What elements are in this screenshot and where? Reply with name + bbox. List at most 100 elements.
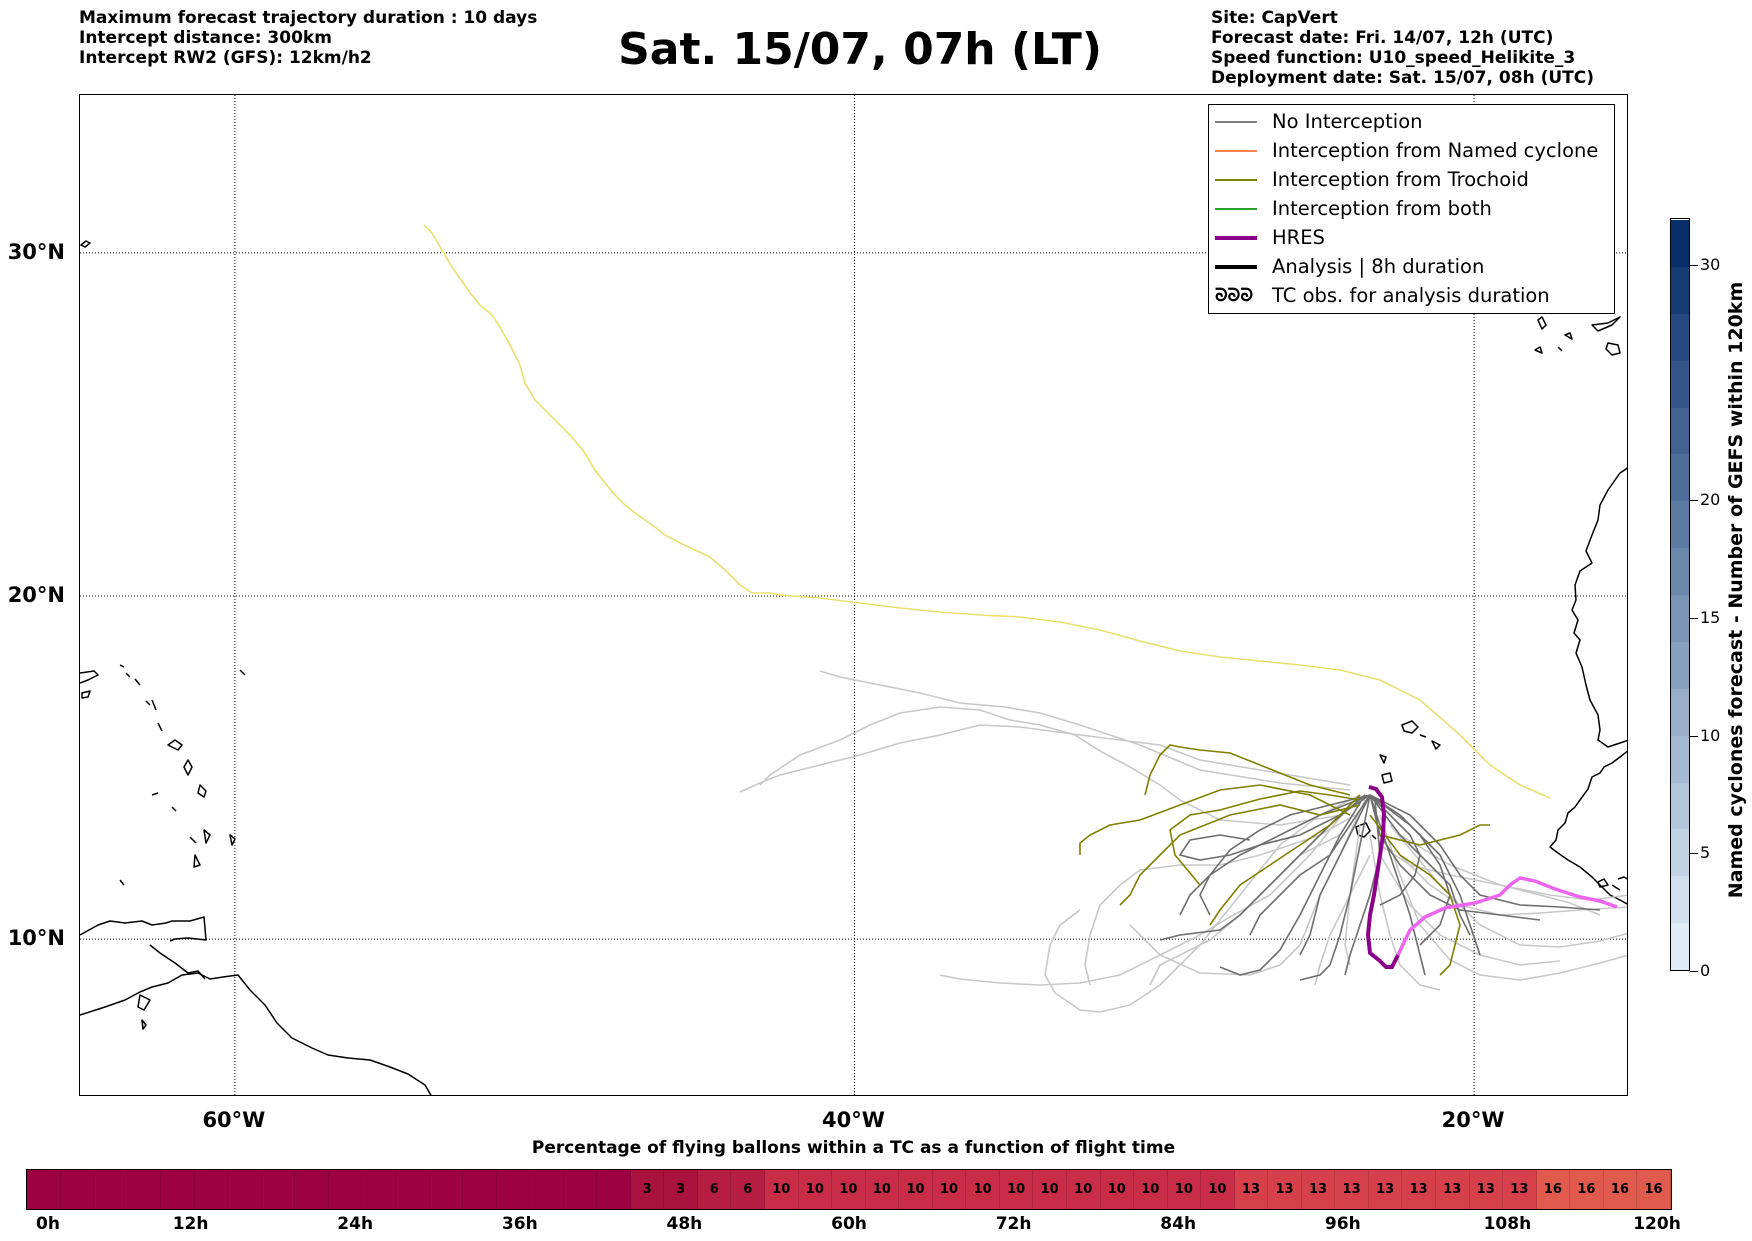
colorbar-tick-1 <box>1690 853 1698 855</box>
legend-swatch-4 <box>1215 236 1257 240</box>
coastline-west-africa <box>1571 467 1627 748</box>
islands-lesser-antilles <box>119 664 236 868</box>
percentage-cell-32: 10 <box>1100 1170 1135 1209</box>
percentage-cell-18: 3 <box>630 1170 665 1209</box>
colorbar-segment-1 <box>1671 875 1689 924</box>
colorbar-tick-label-3: 15 <box>1700 608 1721 628</box>
percentage-tick-label-9: 108h <box>1483 1214 1532 1234</box>
trajectory-yellow-path <box>423 224 1551 799</box>
percentage-cell-39: 13 <box>1335 1170 1369 1209</box>
colorbar-segment-5 <box>1671 688 1689 736</box>
trajectory-dark-12 <box>1249 794 1371 936</box>
percentage-cell-16 <box>563 1170 598 1209</box>
deployment-date-text: Deployment date: Sat. 15/07, 08h (UTC) <box>1211 68 1595 88</box>
legend-swatch-5 <box>1215 265 1257 269</box>
colorbar-segment-9 <box>1671 500 1689 549</box>
trajectory-hres-continuation <box>1396 876 1618 956</box>
colorbar-segment-11 <box>1671 407 1689 455</box>
legend-label-4: HRES <box>1272 226 1325 249</box>
percentage-cell-33: 10 <box>1134 1170 1168 1209</box>
trajectory-yellow <box>423 224 1551 799</box>
island-edge-a <box>81 690 91 699</box>
trajectory-dark-4 <box>1159 794 1366 941</box>
colorbar-tick-label-1: 5 <box>1700 843 1711 863</box>
trajectory-dark-6 <box>1369 794 1601 911</box>
coastline-west-edge <box>80 670 99 684</box>
colorbar-segment-3 <box>1671 782 1689 830</box>
lat-label-0: 30°N <box>7 239 65 264</box>
legend-swatch-0 <box>1215 121 1257 123</box>
colorbar-segment-15 <box>1671 219 1689 267</box>
percentage-cell-0 <box>27 1170 61 1209</box>
legend-swatch-3 <box>1215 208 1257 210</box>
trajectory-olive-2 <box>1209 794 1361 926</box>
percentage-cell-40: 13 <box>1368 1170 1403 1209</box>
percentage-cell-9 <box>328 1170 363 1209</box>
percentage-cell-41: 13 <box>1402 1170 1436 1209</box>
percentage-tick-label-8: 96h <box>1324 1214 1361 1234</box>
trajectory-light-9 <box>1369 834 1441 991</box>
percentage-tick-label-3: 36h <box>501 1214 538 1234</box>
trajectory-dark-0 <box>1178 794 1371 861</box>
forecast-date-text: Forecast date: Fri. 14/07, 12h (UTC) <box>1211 28 1554 48</box>
percentage-cell-24: 10 <box>832 1170 866 1209</box>
legend-label-1: Interception from Named cyclone <box>1272 139 1599 162</box>
trajectory-dark-10 <box>1369 794 1481 956</box>
intercept-rw2-text: Intercept RW2 (GFS): 12km/h2 <box>79 48 372 68</box>
percentage-cell-34: 10 <box>1167 1170 1202 1209</box>
colorbar-segment-12 <box>1671 360 1689 408</box>
trajectory-dark-2 <box>1299 794 1371 981</box>
percentage-cell-15 <box>530 1170 564 1209</box>
trajectory-dark-7 <box>1369 794 1471 936</box>
lon-label-1: 40°W <box>822 1108 885 1132</box>
tc-obs-symbol-icon: ᘐᘐᘐ <box>1215 285 1254 306</box>
map-legend: No Interception Interception from Named c… <box>1208 104 1615 314</box>
percentage-tick-label-0: 0h <box>36 1214 60 1234</box>
island-small-a <box>239 669 246 676</box>
trajectory-hres <box>1365 785 1400 969</box>
trajectory-light-16 <box>1399 854 1627 916</box>
colorbar-tick-0 <box>1690 971 1698 972</box>
colorbar-segment-0 <box>1671 922 1689 970</box>
trajectory-light-10 <box>1344 824 1361 966</box>
percentage-cell-21: 6 <box>731 1170 766 1209</box>
percentage-cell-45: 16 <box>1536 1170 1571 1209</box>
trajectory-light-15 <box>1314 854 1371 986</box>
trajectory-olive-1 <box>1119 804 1361 906</box>
percentage-cell-35: 10 <box>1201 1170 1235 1209</box>
site-text: Site: CapVert <box>1211 8 1338 28</box>
percentage-cell-29: 10 <box>999 1170 1034 1209</box>
colorbar-tick-label-0: 0 <box>1700 961 1711 980</box>
legend-item-4: HRES <box>1209 224 1614 253</box>
colorbar-segment-6 <box>1671 641 1689 689</box>
colorbar-segment-8 <box>1671 547 1689 595</box>
lat-label-2: 10°N <box>7 926 65 951</box>
percentage-cell-28: 10 <box>966 1170 1000 1209</box>
legend-label-5: Analysis | 8h duration <box>1272 255 1485 278</box>
colorbar-tick-label-5: 30 <box>1700 255 1721 275</box>
colorbar-tick-5 <box>1690 265 1698 267</box>
percentage-cell-10 <box>362 1170 397 1209</box>
islands-canary <box>1534 316 1621 356</box>
trajectories-no-interception <box>1159 794 1601 981</box>
percentage-cell-23: 10 <box>798 1170 833 1209</box>
percentage-cell-17 <box>597 1170 631 1209</box>
trajectory-hres-path <box>1365 785 1400 969</box>
island-tobago <box>141 1019 147 1030</box>
coastlines <box>80 240 1627 1095</box>
trajectory-light-1 <box>739 724 1351 793</box>
legend-swatch-1 <box>1215 150 1257 152</box>
percentage-cell-27: 10 <box>932 1170 967 1209</box>
trajectory-light-0 <box>819 670 1351 791</box>
coastline-guinea <box>1549 750 1627 905</box>
page-title: Sat. 15/07, 07h (LT) <box>618 24 1102 75</box>
trajectory-dark-11 <box>1369 794 1451 946</box>
trajectory-light-2 <box>759 706 1343 826</box>
trajectory-dark-15 <box>1299 794 1371 956</box>
percentage-cell-44: 13 <box>1503 1170 1537 1209</box>
lon-label-0: 60°W <box>202 1108 266 1132</box>
trajectory-olive-6 <box>1169 790 1361 886</box>
trajectories-trochoid-interception <box>1079 744 1490 976</box>
trajectory-pink-path <box>1396 876 1618 956</box>
island-small-b <box>80 240 91 248</box>
